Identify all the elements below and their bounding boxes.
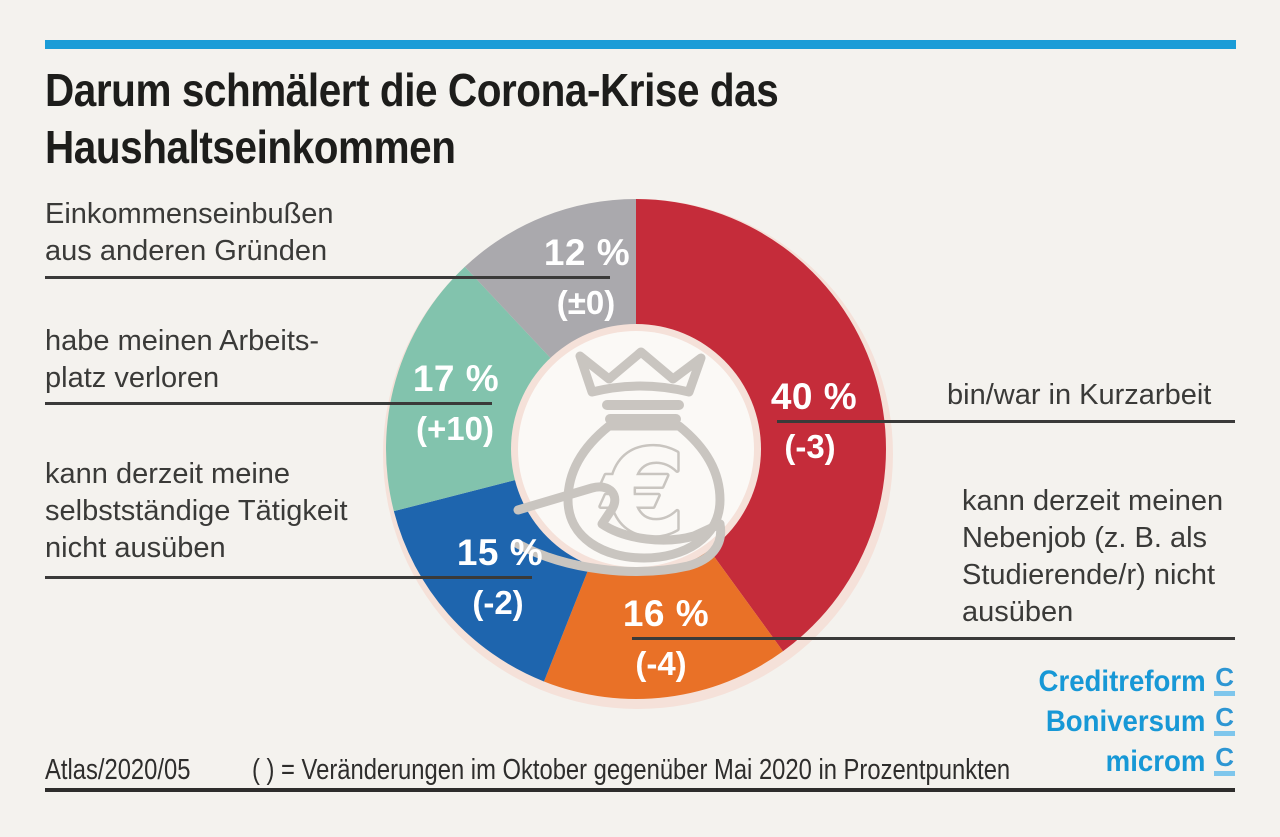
slice-value-nebenjob: 16 % xyxy=(622,593,710,634)
page-title: Darum schmälert die Corona-Krise das Hau… xyxy=(45,62,779,176)
annotation-line: habe meinen Arbeits- xyxy=(45,325,320,357)
slice-change-self-employed: (-2) xyxy=(472,584,524,621)
donut-segment xyxy=(464,199,636,363)
money-bag-icon: € xyxy=(513,347,726,576)
page-title-line2: Haushaltseinkommen xyxy=(45,121,456,173)
hand-top-line xyxy=(513,482,725,545)
annotation-self-employed: kann derzeit meine selbstständige Tätigk… xyxy=(45,456,348,567)
footer-rule xyxy=(45,788,1235,792)
annotation-nebenjob: kann derzeit meinen Nebenjob (z. B. als … xyxy=(962,483,1223,631)
leader-line-kurzarbeit xyxy=(777,420,1235,423)
leader-line-nebenjob xyxy=(632,637,1235,640)
crown-icon xyxy=(575,347,706,397)
source-label: Atlas/2020/05 xyxy=(45,754,191,786)
annotation-line: aus anderen Gründen xyxy=(45,235,328,267)
annotation-line: Nebenjob (z. B. als xyxy=(962,522,1208,554)
bag-tie-top xyxy=(602,400,684,410)
annotation-line: selbstständige Tätigkeit xyxy=(45,495,348,527)
accent-bar xyxy=(45,40,1236,49)
boniversum-c-icon: C xyxy=(1214,704,1235,736)
logo-microm-text: microm xyxy=(1105,745,1206,778)
leader-line-other-reasons xyxy=(45,276,610,279)
legend-label: ( ) = Veränderungen im Oktober gegenüber… xyxy=(252,754,1011,786)
annotation-job-lost: habe meinen Arbeits- platz verloren xyxy=(45,323,319,397)
annotation-line: bin/war in Kurzarbeit xyxy=(947,379,1212,411)
creditreform-c-icon: C xyxy=(1214,664,1235,696)
slice-change-kurzarbeit: (-3) xyxy=(784,428,836,465)
slice-value-self-employed: 15 % xyxy=(456,532,544,573)
logo-microm: microm C xyxy=(1097,744,1235,778)
hand-bottom-line xyxy=(513,519,726,576)
slice-value-other-reasons: 12 % xyxy=(543,232,631,273)
slice-change-other-reasons: (±0) xyxy=(556,284,616,321)
logo-boniversum-text: Boniversum xyxy=(1045,705,1206,738)
logo-creditreform-text: Creditreform xyxy=(1038,665,1206,698)
annotation-line: ausüben xyxy=(962,596,1074,628)
logo-creditreform: Creditreform C xyxy=(1024,664,1235,698)
annotation-line: Studierende/r) nicht xyxy=(962,559,1216,591)
annotation-kurzarbeit: bin/war in Kurzarbeit xyxy=(947,377,1211,414)
logo-boniversum: Boniversum C xyxy=(1032,704,1235,738)
money-bag-body xyxy=(563,421,725,563)
microm-c-icon: C xyxy=(1214,744,1235,776)
donut-segment xyxy=(636,199,887,652)
annotation-line: kann derzeit meinen xyxy=(962,485,1224,517)
slice-value-kurzarbeit: 40 % xyxy=(770,376,858,417)
leader-line-job-lost xyxy=(45,402,492,405)
slice-change-job-lost: (+10) xyxy=(416,410,494,447)
donut-hole xyxy=(518,331,754,567)
slice-change-nebenjob: (-4) xyxy=(635,645,687,682)
annotation-line: platz verloren xyxy=(45,362,220,394)
slice-value-job-lost: 17 % xyxy=(412,358,500,399)
annotation-line: Einkommenseinbußen xyxy=(45,198,334,230)
annotation-line: nicht ausüben xyxy=(45,532,226,564)
page-title-line1: Darum schmälert die Corona-Krise das xyxy=(45,64,779,116)
leader-line-self-employed xyxy=(45,576,532,579)
annotation-other-reasons: Einkommenseinbußen aus anderen Gründen xyxy=(45,196,334,270)
donut-segment xyxy=(543,544,783,699)
annotation-line: kann derzeit meine xyxy=(45,458,291,490)
